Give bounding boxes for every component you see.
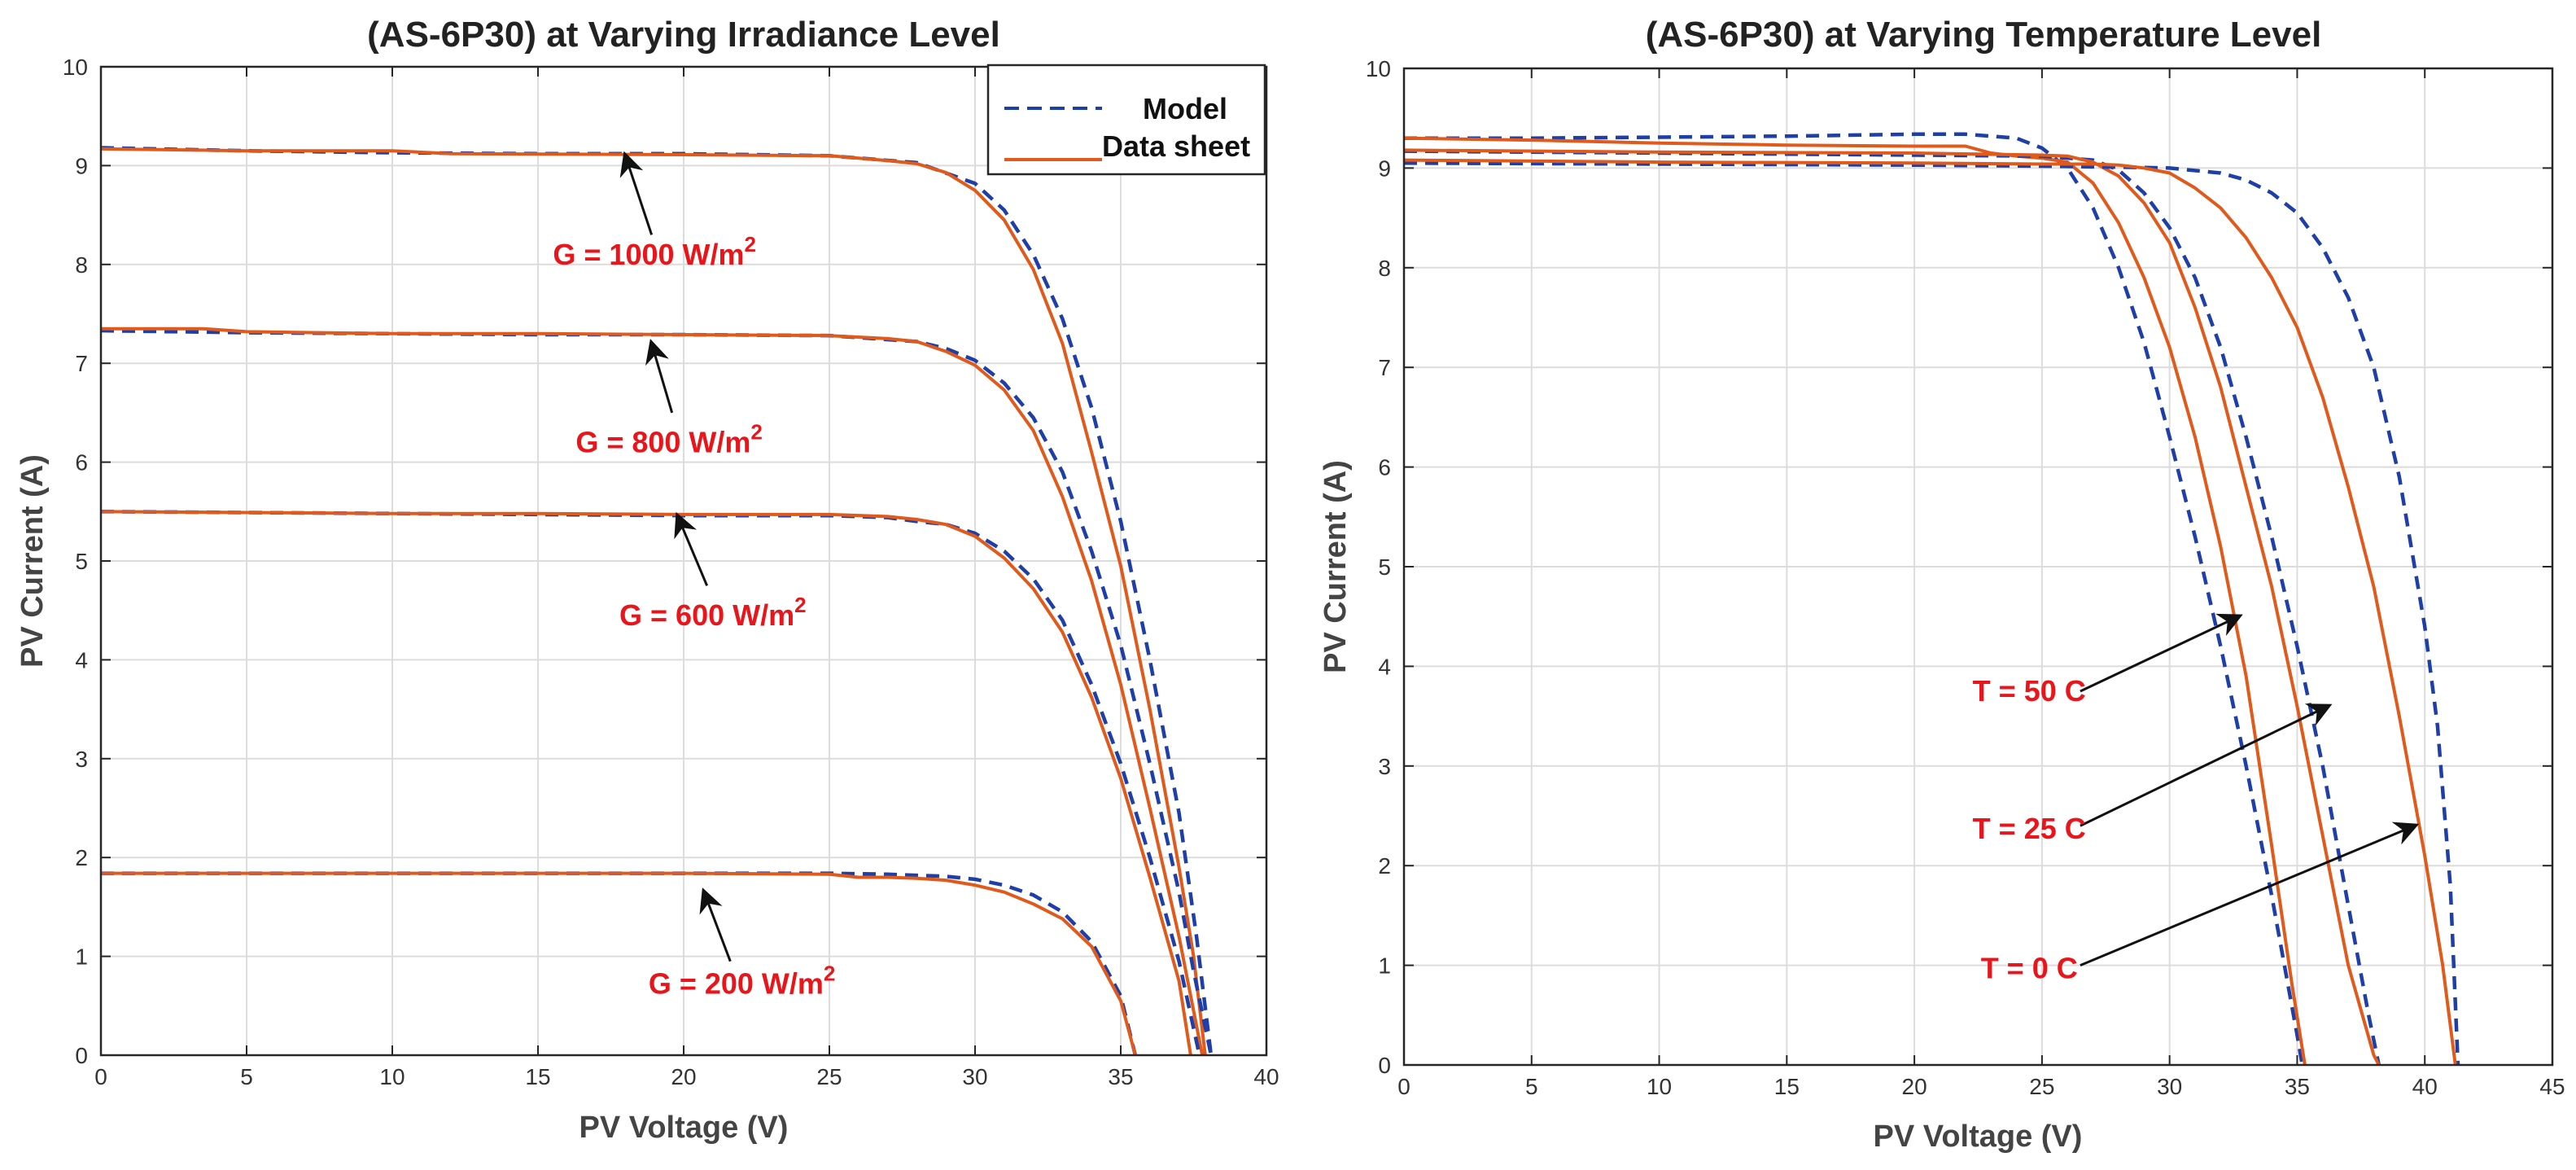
y-tick-label: 2	[75, 845, 88, 870]
y-axis-label: PV Current (A)	[1319, 460, 1353, 673]
y-tick-label: 7	[75, 351, 88, 376]
y-tick-label: 2	[1378, 853, 1391, 879]
annotation-arrow	[674, 511, 709, 586]
y-tick-label: 6	[75, 450, 88, 475]
y-tick-label: 1	[1378, 953, 1391, 979]
x-tick-label: 45	[2539, 1074, 2565, 1099]
x-tick-label: 20	[671, 1064, 696, 1089]
y-tick-label: 6	[1378, 455, 1391, 480]
legend-datasheet-label: Data sheet	[1102, 129, 1250, 163]
model-line	[1404, 132, 2304, 1066]
x-tick-label: 30	[2157, 1074, 2182, 1099]
annotation-label: T = 0 C	[1981, 952, 2078, 985]
x-tick-label: 35	[1108, 1064, 1133, 1089]
temperature-chart: (AS-6P30) at Varying Temperature Level 0…	[1319, 15, 2565, 1154]
model-line	[1403, 161, 2460, 1066]
datasheet-line	[100, 147, 1207, 1056]
annotation-label: G = 1000 W/m2	[553, 232, 756, 271]
x-tick-label: 35	[2285, 1074, 2310, 1099]
y-axis-label: PV Current (A)	[15, 454, 50, 668]
datasheet-line	[1403, 136, 2307, 1066]
tick-labels: 0 5 10 15 20 25 30 35 40 0 1 2 3 4 5 6 7 8 9 10	[63, 55, 1279, 1089]
annotation-label: T = 50 C	[1973, 674, 2086, 708]
x-tick-label: 0	[94, 1064, 107, 1089]
datasheet-line	[100, 510, 1192, 1056]
x-axis-label: PV Voltage (V)	[579, 1111, 789, 1145]
x-axis-label: PV Voltage (V)	[1874, 1120, 2083, 1154]
annotation-arrow	[699, 887, 732, 962]
x-tick-label: 5	[240, 1064, 253, 1089]
y-tick-label: 3	[75, 747, 88, 772]
annotation-arrow	[619, 151, 654, 235]
y-tick-label: 9	[1378, 156, 1391, 181]
legend: Model Data sheet	[986, 64, 1266, 176]
y-tick-label: 0	[1378, 1053, 1391, 1078]
annotation-arrow	[2080, 703, 2333, 827]
annotation-label: G = 800 W/m2	[575, 419, 763, 458]
y-tick-label: 10	[63, 55, 88, 80]
annotation-label: G = 200 W/m2	[649, 962, 836, 1001]
y-tick-label: 0	[75, 1043, 88, 1068]
model-line	[101, 871, 1138, 1056]
annotations: G = 1000 W/m2 G = 800 W/m2 G = 600 W/m2 G =…	[553, 151, 836, 1001]
x-tick-label: 30	[962, 1064, 987, 1089]
x-tick-label: 15	[1774, 1074, 1800, 1099]
y-tick-label: 10	[1366, 56, 1391, 81]
annotation-label: T = 25 C	[1973, 812, 2086, 845]
grid	[101, 67, 1266, 1055]
chart-title: (AS-6P30) at Varying Irradiance Level	[367, 15, 1000, 55]
x-tick-label: 25	[2029, 1074, 2054, 1099]
y-tick-label: 5	[1378, 554, 1391, 580]
chart-title: (AS-6P30) at Varying Temperature Level	[1646, 15, 2322, 55]
y-tick-label: 8	[1378, 256, 1391, 281]
series-lines	[1403, 132, 2460, 1066]
annotation-arrow	[645, 339, 674, 414]
annotations: T = 50 C T = 25 C T = 0 C	[1973, 613, 2420, 985]
x-tick-label: 0	[1397, 1074, 1410, 1099]
annotation-arrow	[2080, 822, 2420, 966]
annotation-label: G = 600 W/m2	[619, 593, 807, 632]
series-lines	[100, 146, 1214, 1056]
x-tick-label: 15	[525, 1064, 550, 1089]
datasheet-line	[1403, 148, 2381, 1066]
y-tick-label: 4	[75, 647, 88, 673]
x-tick-label: 5	[1525, 1074, 1538, 1099]
irradiance-chart: (AS-6P30) at Varying Irradiance Level 0 5…	[15, 15, 1279, 1145]
grid	[1404, 68, 2552, 1065]
x-tick-label: 20	[1902, 1074, 1927, 1099]
legend-model-label: Model	[1143, 92, 1227, 125]
y-tick-label: 7	[1378, 355, 1391, 380]
y-tick-label: 5	[75, 549, 88, 574]
y-tick-label: 3	[1378, 754, 1391, 779]
datasheet-line	[101, 871, 1137, 1056]
y-tick-label: 4	[1378, 654, 1391, 679]
y-tick-label: 9	[75, 153, 88, 178]
x-tick-label: 40	[1253, 1064, 1279, 1089]
datasheet-line	[1403, 158, 2457, 1066]
x-tick-label: 10	[1647, 1074, 1672, 1099]
y-tick-label: 8	[75, 252, 88, 278]
y-tick-label: 1	[75, 944, 88, 970]
annotation-arrow	[2080, 613, 2243, 693]
datasheet-line	[101, 326, 1205, 1056]
x-tick-label: 10	[379, 1064, 405, 1089]
x-tick-label: 25	[816, 1064, 842, 1089]
x-tick-label: 40	[2412, 1074, 2438, 1099]
legend-box	[986, 64, 1266, 176]
